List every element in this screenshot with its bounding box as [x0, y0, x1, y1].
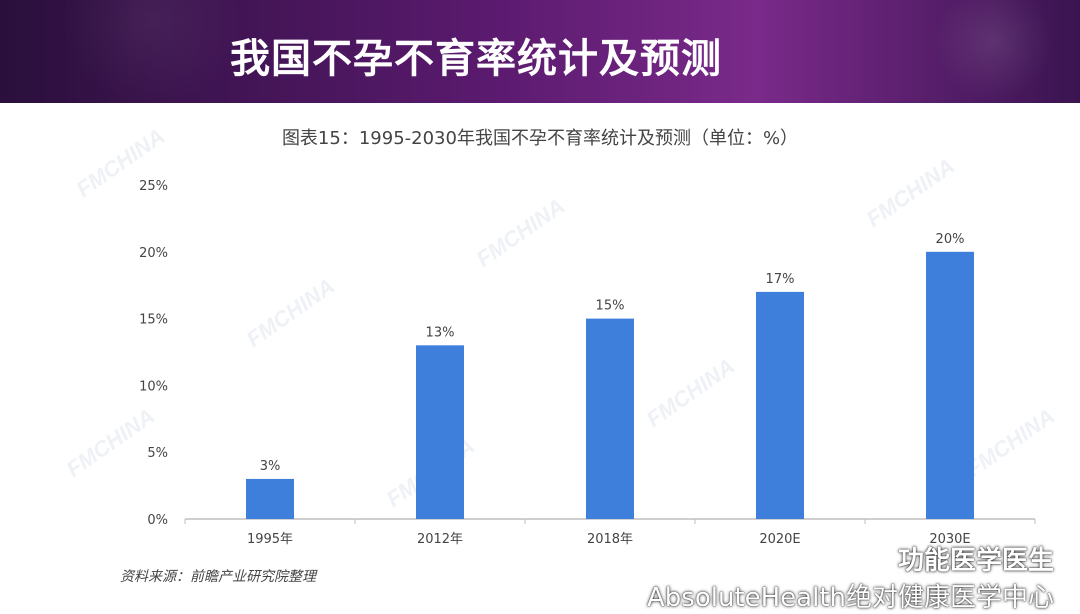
- slide-header: 我国不孕不育率统计及预测: [0, 0, 1080, 103]
- y-tick-label: 0%: [147, 513, 168, 528]
- bar: [756, 291, 804, 519]
- bar: [246, 478, 294, 519]
- data-label: 3%: [260, 459, 281, 474]
- data-label: 15%: [596, 299, 625, 314]
- bar: [416, 345, 464, 519]
- slide-title: 我国不孕不育率统计及预测: [230, 36, 722, 82]
- x-tick-label: 1995年: [247, 532, 293, 547]
- chart-title: 图表15：1995-2030年我国不孕不育率统计及预测（单位：%）: [281, 128, 799, 149]
- bar: [926, 251, 974, 520]
- y-tick-label: 10%: [139, 379, 168, 394]
- x-tick-label: 2018年: [587, 532, 633, 547]
- y-tick-label: 25%: [139, 179, 168, 194]
- brand-watermark: 功能医学医生 AbsoluteHealth绝对健康医学中心: [647, 540, 1054, 614]
- source-note: 资料来源：前瞻产业研究院整理: [120, 569, 316, 585]
- bar: [586, 318, 634, 519]
- data-label: 20%: [936, 232, 965, 247]
- x-tick-label: 2020E: [759, 532, 800, 547]
- data-label: 13%: [426, 325, 455, 340]
- x-tick-label: 2012年: [417, 532, 463, 547]
- y-tick-label: 15%: [139, 313, 168, 328]
- x-tick-label: 2030E: [929, 532, 970, 547]
- data-label: 17%: [766, 272, 795, 287]
- y-tick-label: 5%: [147, 446, 168, 461]
- brand-subtitle: AbsoluteHealth绝对健康医学中心: [646, 583, 1054, 613]
- brand-name: 功能医学医生: [897, 546, 1054, 576]
- wechat-icon: [862, 547, 891, 569]
- y-tick-label: 20%: [139, 246, 168, 261]
